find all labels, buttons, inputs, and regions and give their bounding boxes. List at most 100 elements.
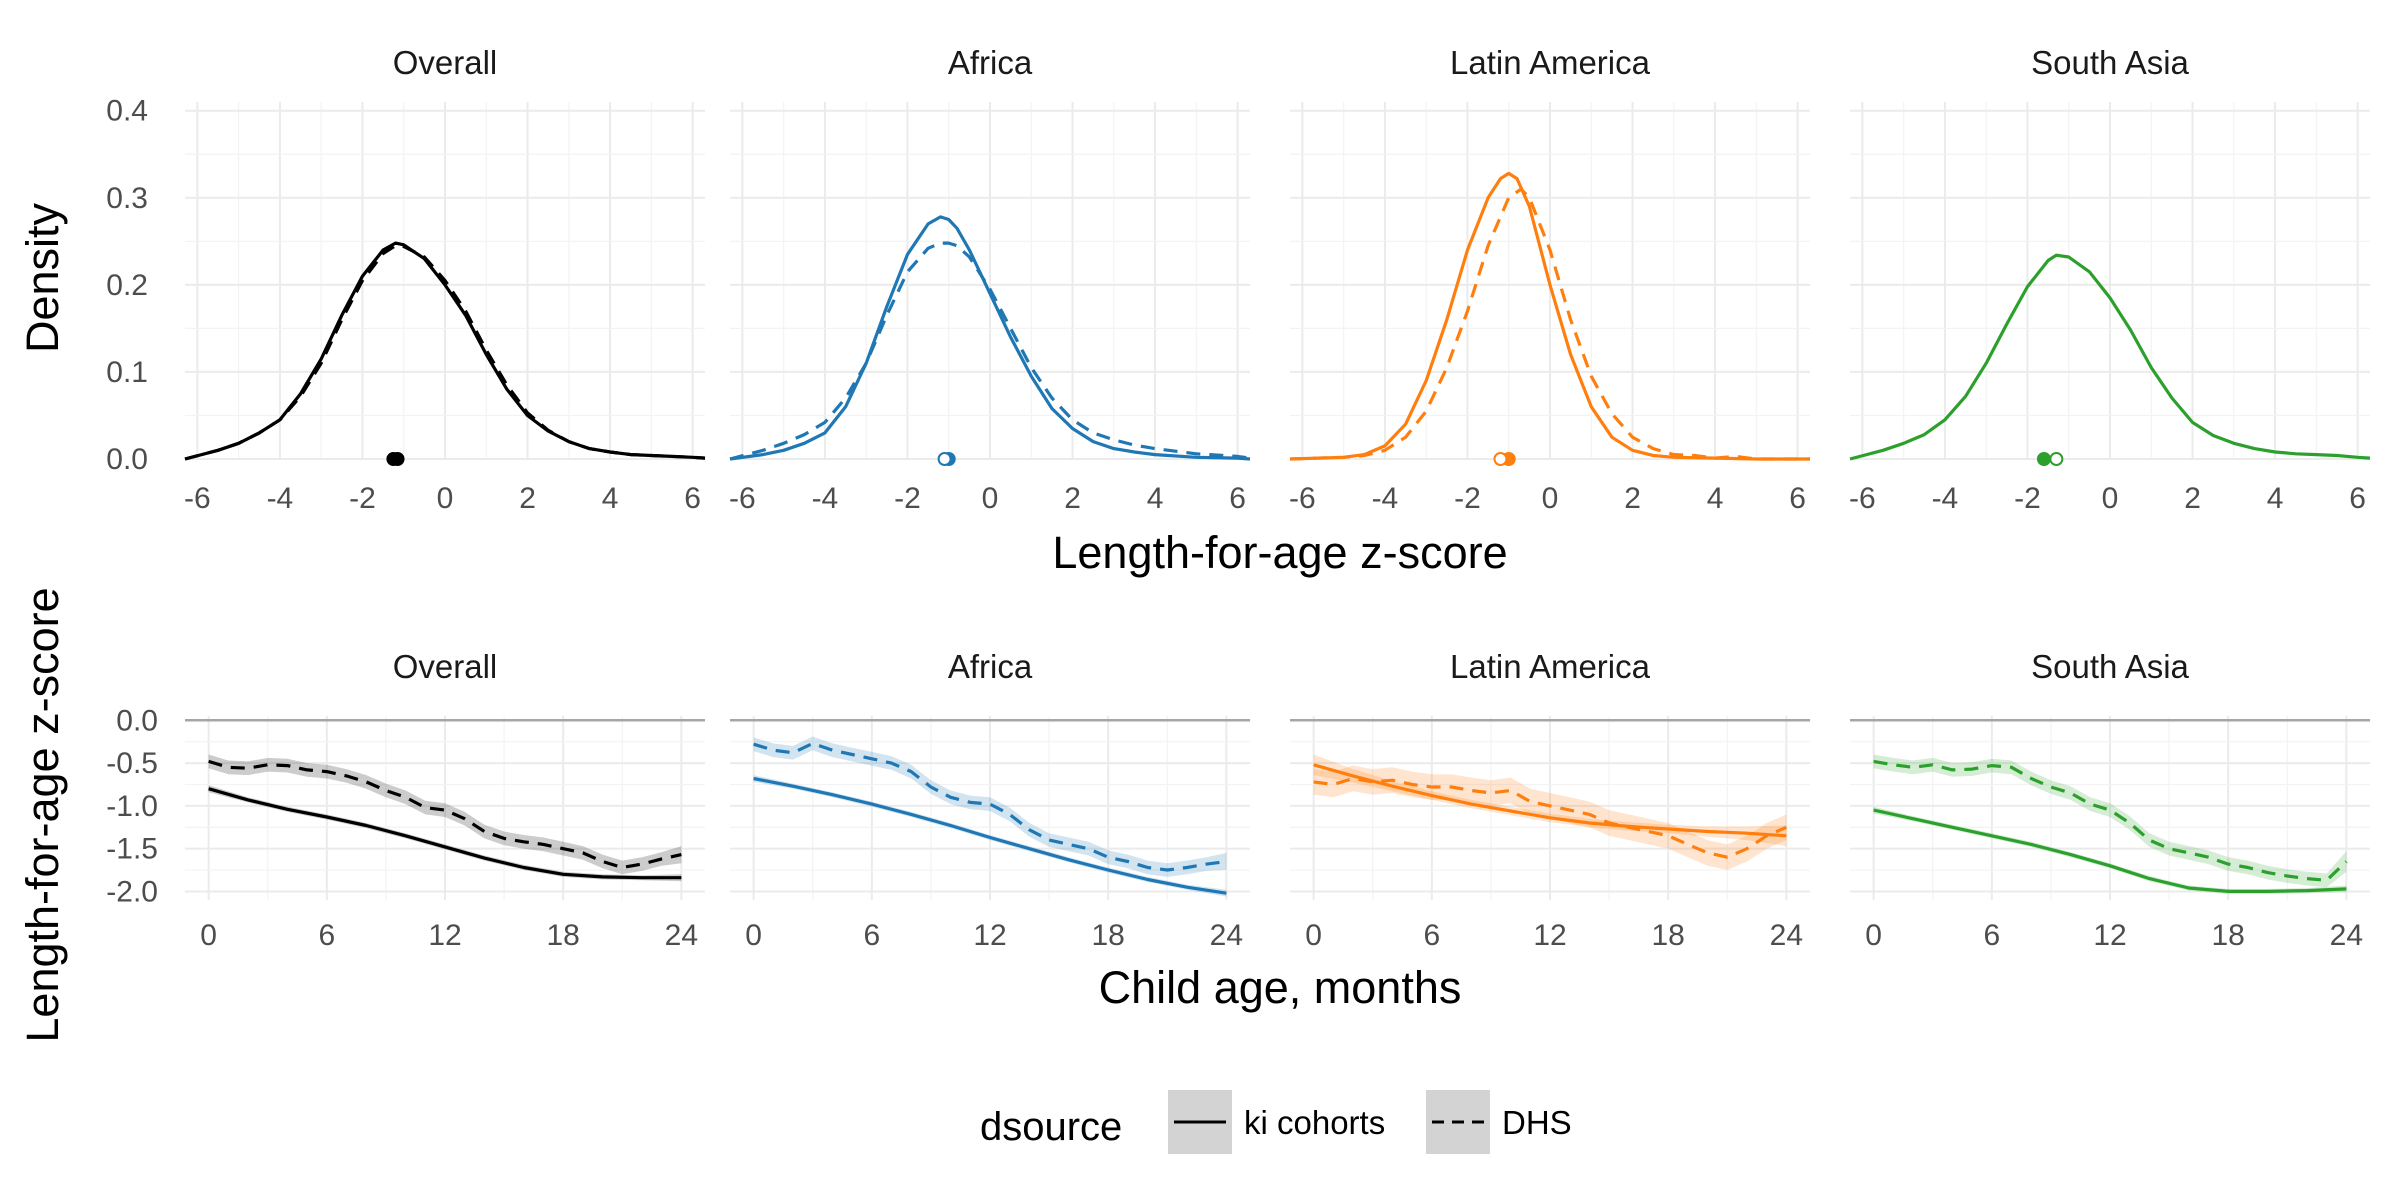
- facet-title: Overall: [393, 44, 498, 81]
- series-line-ki-cohorts: [729, 215, 1251, 461]
- ribbon-dhs: [208, 754, 682, 875]
- x-tick-label: 0: [1305, 919, 1322, 952]
- facet-title: South Asia: [2031, 44, 2189, 81]
- x-tick-label: 2: [519, 482, 536, 515]
- median-point-dhs: [386, 452, 401, 466]
- y-tick-label: 0.2: [106, 269, 148, 302]
- x-tick-label: 0: [437, 482, 454, 515]
- x-tick-label: 0: [2102, 482, 2119, 515]
- x-tick-label: -6: [184, 482, 211, 515]
- series-line-ki-cohorts: [1849, 253, 2371, 461]
- x-tick-label: 12: [2093, 919, 2126, 952]
- y-tick-label: 0.4: [106, 95, 148, 128]
- x-tick-label: 18: [1651, 919, 1684, 952]
- x-tick-label: 4: [602, 482, 619, 515]
- panel-overall: Overall -6 -4 -2 0 2 4 6: [184, 44, 706, 515]
- series-line-dhs: [729, 241, 1251, 461]
- x-tick-label: 6: [684, 482, 701, 515]
- x-tick-label: 6: [1423, 919, 1440, 952]
- legend-label-dhs: DHS: [1502, 1104, 1572, 1141]
- series-line-ki-cohorts: [1873, 808, 2347, 893]
- density-panels: 0.0 0.1 0.2 0.3 0.4 Overall -6 -4 -2 0 2 4 6 Africa -6…: [106, 44, 2371, 515]
- panel-africa: Africa -6 -4 -2 0 2 4 6: [729, 44, 1251, 515]
- panel-south-asia: South Asia 0 6 12 18 24: [1850, 648, 2370, 952]
- median-point-ki-cohorts: [2036, 452, 2051, 466]
- y-tick-label: -1.0: [106, 790, 158, 823]
- x-tick-label: 0: [1542, 482, 1559, 515]
- x-tick-label: 6: [863, 919, 880, 952]
- x-tick-label: 24: [665, 919, 698, 952]
- x-tick-label: 0: [200, 919, 217, 952]
- ribbon-ki-cohorts: [1313, 754, 1787, 847]
- ribbon-dhs: [753, 736, 1227, 877]
- x-tick-label: 18: [1091, 919, 1124, 952]
- series-line-dhs: [753, 741, 1227, 872]
- series-line-dhs: [1873, 759, 2348, 882]
- legend: dsource ki cohorts DHS: [980, 1090, 1572, 1154]
- x-tick-label: -4: [812, 482, 839, 515]
- panel-south-asia: South Asia -6 -4 -2 0 2 4 6: [1849, 44, 2371, 515]
- x-tick-label: 4: [2267, 482, 2284, 515]
- y-tick-label: 0.1: [106, 356, 148, 389]
- x-tick-label: -4: [267, 482, 294, 515]
- median-point-dhs: [937, 452, 952, 466]
- x-tick-label: 4: [1707, 482, 1724, 515]
- x-tick-label: -6: [729, 482, 756, 515]
- y-tick-label: 0.0: [116, 704, 158, 737]
- x-tick-label: 12: [1533, 919, 1566, 952]
- x-tick-label: 6: [1789, 482, 1806, 515]
- x-tick-label: -2: [2014, 482, 2041, 515]
- density-x-axis-title: Length-for-age z-score: [1052, 527, 1507, 578]
- y-tick-label: 0.3: [106, 182, 148, 215]
- series-line-ki-cohorts: [184, 241, 706, 461]
- legend-title: dsource: [980, 1105, 1122, 1149]
- x-tick-label: 18: [2211, 919, 2244, 952]
- y-tick-label: 0.0: [106, 443, 148, 476]
- x-tick-label: -2: [349, 482, 376, 515]
- x-tick-label: -2: [1454, 482, 1481, 515]
- trajectory-y-axis-title: Length-for-age z-score: [17, 587, 68, 1042]
- series-line-ki-cohorts: [1313, 763, 1787, 838]
- x-tick-label: 6: [1983, 919, 2000, 952]
- panel-latin-america: Latin America -6 -4 -2 0 2 4 6: [1289, 44, 1810, 515]
- series-line-ki-cohorts: [208, 787, 682, 880]
- density-y-axis-title: Density: [17, 202, 68, 353]
- x-tick-label: 24: [2330, 919, 2363, 952]
- x-tick-label: -2: [894, 482, 921, 515]
- series-line-dhs: [208, 759, 682, 870]
- x-tick-label: 18: [546, 919, 579, 952]
- facet-title: Latin America: [1450, 44, 1651, 81]
- trajectory-x-axis-title: Child age, months: [1099, 962, 1462, 1013]
- y-tick-label: -1.5: [106, 833, 158, 866]
- x-tick-label: 24: [1770, 919, 1803, 952]
- x-tick-label: -6: [1289, 482, 1316, 515]
- x-tick-label: 24: [1210, 919, 1243, 952]
- series-line-dhs: [1289, 187, 1810, 461]
- facet-title: Overall: [393, 648, 498, 685]
- x-tick-label: -4: [1372, 482, 1399, 515]
- series-line-ki-cohorts: [753, 776, 1227, 895]
- panel-latin-america: Latin America 0 6 12 18 24: [1290, 648, 1810, 952]
- x-tick-label: 6: [2349, 482, 2366, 515]
- legend-label-ki-cohorts: ki cohorts: [1244, 1104, 1385, 1141]
- facet-title: Africa: [948, 44, 1033, 81]
- x-tick-label: 6: [1229, 482, 1246, 515]
- x-tick-label: 6: [318, 919, 335, 952]
- x-tick-label: 2: [1064, 482, 1081, 515]
- facet-title: South Asia: [2031, 648, 2189, 685]
- panel-overall: Overall 0 6 12 18 24: [185, 648, 705, 952]
- x-tick-label: 12: [428, 919, 461, 952]
- median-point-dhs: [2049, 452, 2064, 466]
- x-tick-label: 0: [745, 919, 762, 952]
- x-tick-label: 2: [2184, 482, 2201, 515]
- x-tick-label: 2: [1624, 482, 1641, 515]
- panel-africa: Africa 0 6 12 18 24: [730, 648, 1250, 952]
- facet-title: Africa: [948, 648, 1033, 685]
- x-tick-label: 12: [973, 919, 1006, 952]
- x-tick-label: 4: [1147, 482, 1164, 515]
- facet-title: Latin America: [1450, 648, 1651, 685]
- series-line-dhs: [1313, 776, 1788, 859]
- y-tick-label: -0.5: [106, 747, 158, 780]
